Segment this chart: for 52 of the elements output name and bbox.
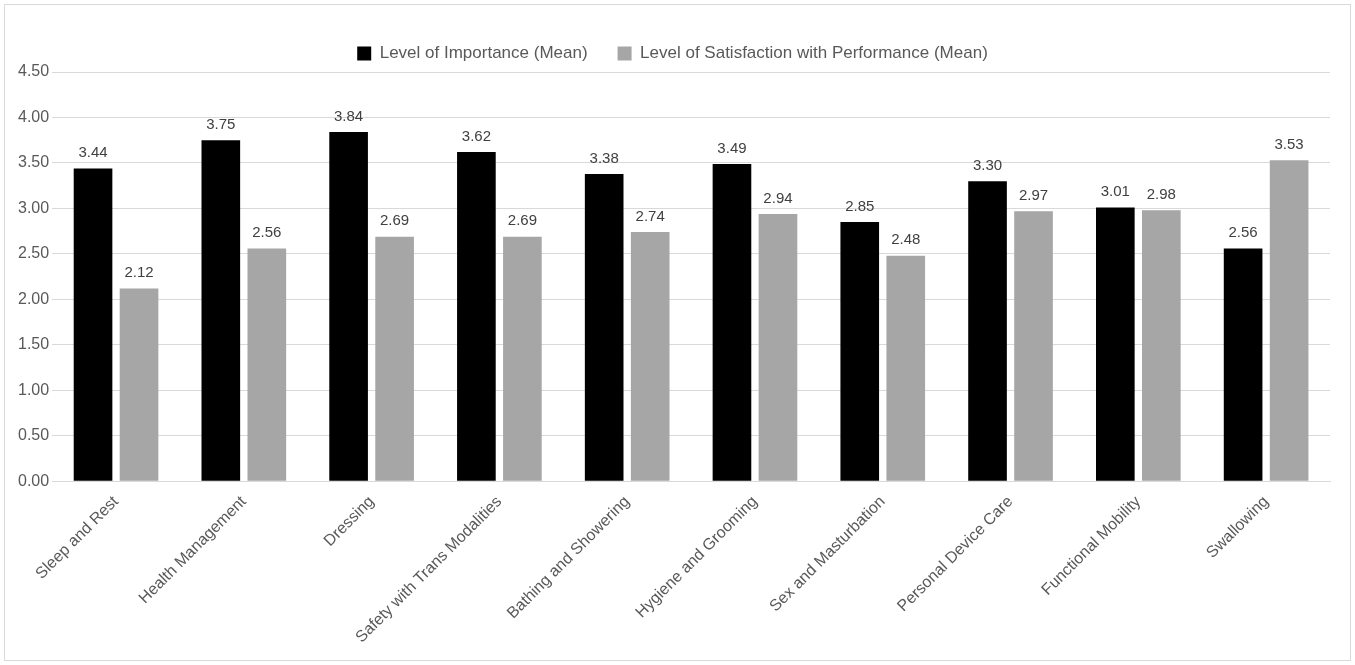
data-label: 2.94: [763, 188, 793, 206]
data-label: 2.12: [124, 263, 154, 281]
data-label: 2.48: [891, 230, 921, 248]
data-label: 3.49: [717, 138, 747, 156]
data-label: 3.01: [1100, 182, 1130, 200]
bar: [1014, 211, 1053, 481]
y-tick-label: 3.50: [18, 153, 50, 171]
bar: [119, 288, 159, 481]
bar: [375, 236, 414, 481]
y-tick-label: 0.50: [18, 426, 50, 444]
bar: [503, 236, 542, 481]
data-label: 2.74: [635, 206, 665, 224]
bar: [886, 255, 926, 481]
y-tick-label: 0.00: [18, 471, 50, 489]
y-tick-label: 4.00: [18, 107, 50, 125]
data-label: 2.56: [1228, 223, 1258, 241]
y-tick-label: 1.50: [18, 335, 50, 353]
data-label: 2.85: [845, 196, 875, 214]
bar: [1096, 207, 1135, 481]
data-label: 2.69: [380, 211, 410, 229]
data-label: 3.75: [206, 114, 236, 132]
data-label: 3.62: [461, 126, 491, 144]
y-tick-label: 2.50: [18, 244, 50, 262]
data-label: 3.53: [1274, 134, 1304, 152]
bar: [840, 222, 880, 481]
bar: [457, 152, 496, 481]
data-label: 3.38: [589, 148, 619, 166]
data-label: 3.44: [78, 143, 108, 161]
legend-label: Level of Importance (Mean): [379, 43, 588, 63]
bar: [584, 173, 624, 481]
bar: [968, 181, 1007, 481]
bar: [201, 140, 241, 481]
bar: [712, 163, 752, 481]
y-tick-label: 1.00: [18, 380, 50, 398]
bar: [758, 213, 798, 481]
data-label: 2.98: [1146, 184, 1176, 202]
legend-label: Level of Satisfaction with Performance (Mean): [640, 43, 988, 63]
bar: [247, 248, 287, 481]
bar: [73, 168, 113, 481]
bar: [329, 132, 368, 481]
bar: [1269, 160, 1309, 481]
data-label: 3.84: [334, 106, 364, 124]
bar: [630, 232, 670, 481]
y-tick-label: 4.50: [18, 62, 50, 80]
y-tick-label: 3.00: [18, 198, 50, 216]
data-label: 2.56: [252, 223, 282, 241]
bar: [1223, 248, 1263, 481]
data-label: 2.97: [1018, 185, 1049, 203]
y-tick-label: 2.00: [18, 289, 50, 307]
data-label: 2.69: [507, 211, 537, 229]
bar: [1142, 210, 1181, 481]
data-label: 3.30: [972, 155, 1003, 173]
